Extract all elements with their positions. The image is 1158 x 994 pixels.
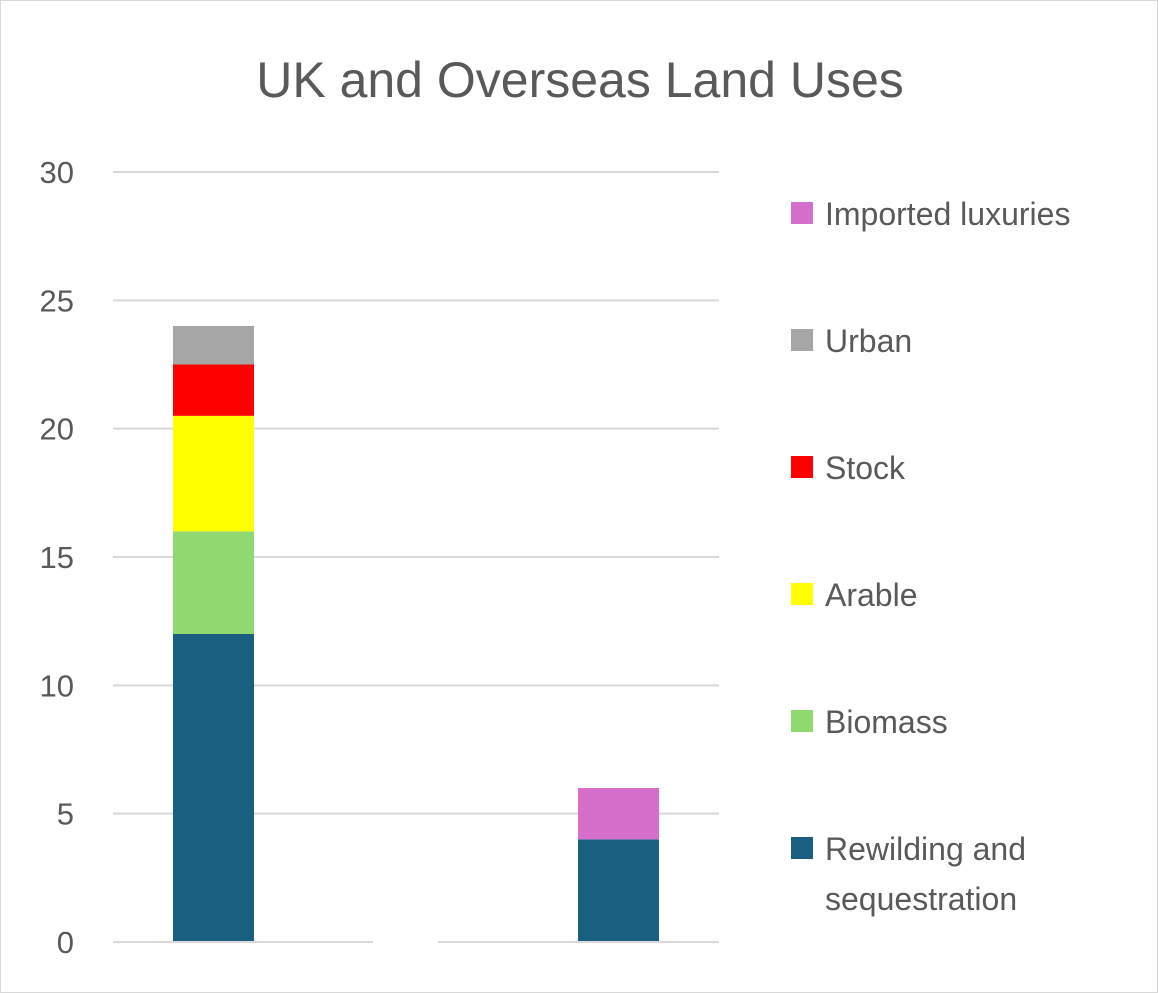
legend-label: Stock (825, 450, 906, 486)
legend-swatch (791, 710, 813, 732)
legend-item-stock: Stock (791, 450, 906, 486)
bar-segment-stock (173, 364, 254, 416)
legend-swatch (791, 583, 813, 605)
y-tick-label: 25 (40, 283, 74, 318)
y-tick-label: 10 (40, 668, 74, 703)
y-tick-label: 5 (57, 797, 74, 832)
legend-label: Arable (825, 577, 918, 613)
legend-item-rewilding-and-sequestration: Rewilding and sequestration (791, 831, 1026, 917)
bar-segment-rewilding-and-sequestration (578, 839, 659, 942)
legend-label: Biomass (825, 704, 948, 740)
legend-item-biomass: Biomass (791, 704, 948, 740)
bar-segment-urban (173, 326, 254, 365)
legend-swatch (791, 329, 813, 351)
y-tick-label: 30 (40, 155, 74, 190)
bars (173, 326, 659, 942)
y-tick-label: 15 (40, 540, 74, 575)
legend-item-arable: Arable (791, 577, 918, 613)
bar-segment-arable (173, 415, 254, 532)
bar-segment-imported-luxuries (578, 788, 659, 840)
legend: Imported luxuries Urban Stock Arable Biomass… (791, 196, 1070, 917)
bar-segment-rewilding-and-sequestration (173, 634, 254, 942)
legend-label: Rewilding and sequestration (825, 831, 1026, 917)
chart-title: UK and Overseas Land Uses (256, 52, 904, 108)
legend-label: Imported luxuries (825, 196, 1070, 232)
legend-swatch (791, 456, 813, 478)
y-tick-label: 0 (57, 925, 74, 960)
legend-item-imported-luxuries: Imported luxuries (791, 196, 1070, 232)
legend-swatch (791, 837, 813, 859)
bar-segment-biomass (173, 531, 254, 634)
legend-label: Urban (825, 323, 912, 359)
y-axis-ticks: 0 5 10 15 20 25 30 (40, 155, 74, 960)
legend-item-urban: Urban (791, 323, 912, 359)
legend-swatch (791, 202, 813, 224)
y-tick-label: 20 (40, 412, 74, 447)
